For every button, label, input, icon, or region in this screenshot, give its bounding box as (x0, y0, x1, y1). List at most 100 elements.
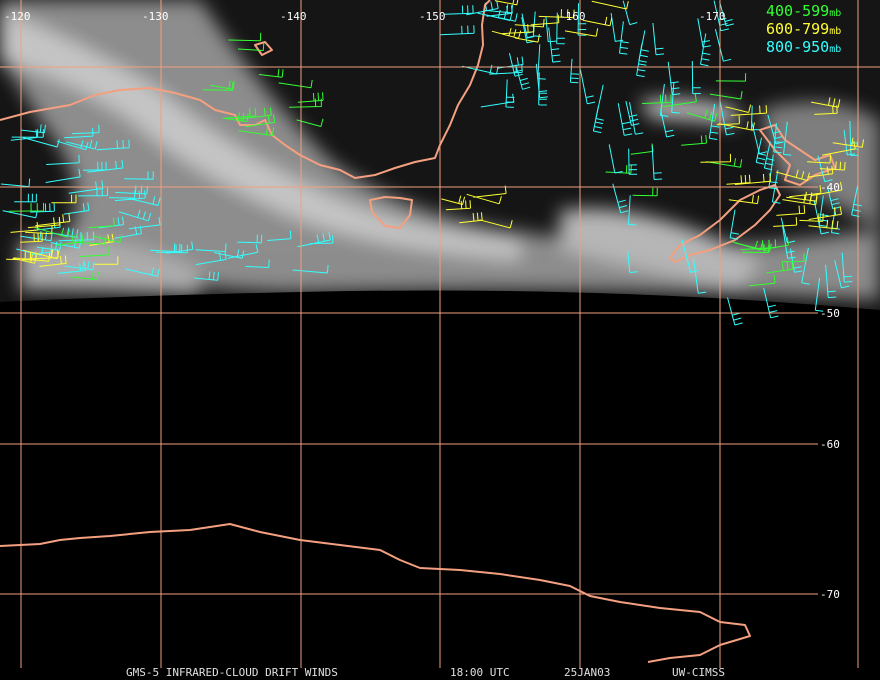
legend-range: 600-799 (766, 20, 829, 38)
wind-barb (515, 64, 531, 90)
wind-barb (715, 73, 747, 82)
wind-barb (691, 60, 701, 95)
wind-barb (776, 205, 806, 216)
wind-barb (118, 209, 152, 222)
wind-barb (801, 247, 810, 285)
wind-barb (662, 93, 697, 108)
wind-barb (730, 105, 768, 116)
wind-barb (773, 123, 783, 154)
wind-barb (718, 121, 755, 131)
wind-barb (734, 173, 771, 185)
legend-range: 800-950 (766, 38, 829, 56)
wind-barb (697, 18, 711, 48)
footer-time: 18:00 UTC (450, 666, 510, 679)
wind-barb (22, 249, 60, 260)
legend-unit: mb (829, 8, 841, 19)
wind-barb (92, 234, 123, 243)
wind-barb (681, 135, 707, 146)
wind-barb (51, 227, 79, 238)
lon-label: -150 (419, 10, 446, 23)
footer-date: 25JAN03 (564, 666, 610, 679)
wind-barb (638, 30, 649, 63)
wind-barb (811, 97, 841, 108)
wind-barb (70, 271, 99, 281)
wind-barb (30, 203, 55, 213)
wind-barb (808, 219, 839, 230)
wind-barb (619, 21, 629, 55)
latitude-labels: -40 -50 -60 -70 (820, 181, 840, 601)
wind-barb (719, 1, 734, 27)
lon-label: -140 (280, 10, 307, 23)
wind-barb (225, 107, 257, 119)
wind-barb (768, 154, 778, 190)
wind-barb (74, 235, 106, 245)
wind-barb (713, 0, 729, 32)
wind-barb (64, 260, 95, 271)
wind-barb (125, 267, 160, 277)
wind-barb (808, 206, 842, 220)
legend-entry: 800-950mb (766, 38, 841, 56)
wind-barb (21, 124, 46, 134)
wind-barb (538, 9, 575, 19)
wind-barb (686, 110, 718, 122)
wind-barb (714, 28, 732, 62)
wind-barb (13, 253, 51, 262)
wind-barb (537, 44, 546, 80)
wind-barb (78, 187, 109, 197)
wind-barb (128, 196, 161, 206)
wind-barb (629, 102, 644, 135)
wind-barb (651, 145, 663, 180)
wind-barb (83, 161, 107, 171)
wind-barb (96, 139, 130, 151)
wind-barb (11, 129, 44, 138)
wind-barb (309, 234, 334, 245)
wind-barb (814, 277, 824, 312)
wind-barb (832, 137, 864, 148)
wind-barb (228, 32, 262, 42)
wind-barb (65, 139, 98, 150)
wind-barb (564, 28, 599, 37)
wind-barb (535, 63, 548, 99)
wind-barb (671, 82, 680, 114)
legend-entry: 600-799mb (766, 20, 841, 38)
wind-barb (751, 120, 768, 155)
wind-barb (822, 140, 856, 156)
wind-barb (591, 0, 629, 10)
wind-barb (652, 22, 665, 56)
wind-barb (783, 121, 792, 156)
wind-barb (166, 241, 194, 254)
wind-barb (813, 199, 830, 235)
wind-barb (297, 92, 324, 103)
wind-barb (22, 137, 60, 148)
wind-barb (728, 194, 760, 205)
wind-barb (128, 217, 161, 230)
wind-barb (505, 79, 515, 108)
wind-barb (496, 56, 524, 69)
footer-title: GMS-5 INFRARED-CLOUD DRIFT WINDS (126, 666, 338, 679)
wind-barb (88, 217, 115, 229)
legend-unit: mb (829, 26, 841, 37)
wind-barb (289, 98, 322, 108)
wind-barb (484, 13, 518, 22)
legend-entry: 400-599mb (766, 2, 841, 20)
wind-barb (202, 82, 234, 91)
wind-barb (763, 287, 779, 319)
wind-barb (851, 185, 862, 217)
wind-barb (466, 0, 499, 16)
wind-barb (789, 185, 822, 198)
wind-barb (8, 202, 45, 212)
wind-barb (628, 148, 638, 175)
wind-barb (29, 244, 53, 256)
wind-barb (556, 12, 565, 45)
wind-barb (485, 4, 513, 14)
wind-barb (20, 231, 53, 242)
wind-barb (237, 234, 263, 244)
wind-barb (150, 243, 181, 253)
wind-barb (245, 114, 276, 128)
lon-label: -170 (699, 10, 726, 23)
wind-barb (441, 195, 466, 205)
wind-barb (814, 105, 838, 115)
wind-barb (10, 129, 38, 141)
